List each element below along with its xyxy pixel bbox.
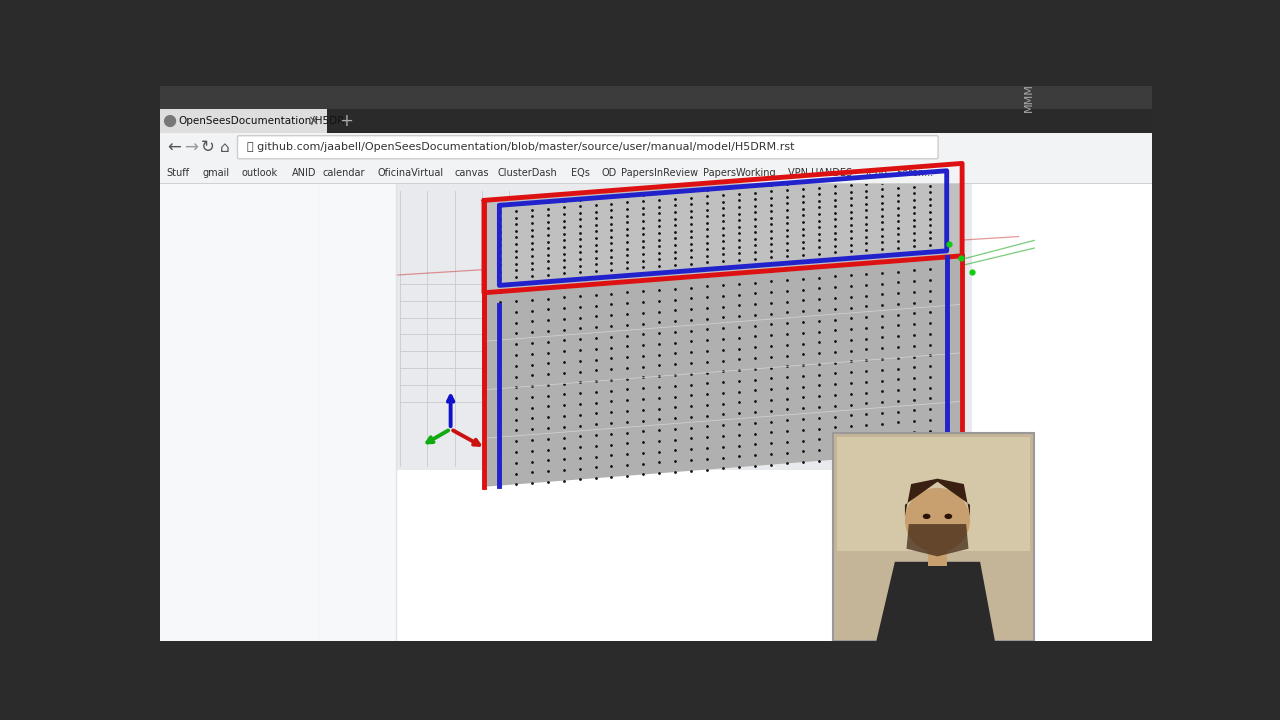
Text: ↻: ↻ [201, 138, 215, 156]
Text: gmail: gmail [202, 168, 229, 178]
Bar [160, 109, 326, 132]
Ellipse shape [945, 513, 952, 519]
Text: $m^3$...: $m^3$... [744, 475, 772, 492]
Bar [833, 433, 1034, 641]
Bar [837, 437, 1030, 551]
Text: •: • [403, 533, 411, 548]
Bar [160, 109, 1152, 132]
Text: Seren...: Seren... [896, 168, 933, 178]
Text: EQs: EQs [571, 168, 590, 178]
Text: OpenSeesDocumentation/H5DR: OpenSeesDocumentation/H5DR [179, 116, 344, 126]
Text: ClusterDash: ClusterDash [497, 168, 557, 178]
Text: complete FEM model and DRM dataset.: complete FEM model and DRM dataset. [412, 495, 667, 508]
Bar [928, 541, 947, 566]
Text: Stuff: Stuff [166, 168, 189, 178]
Circle shape [165, 116, 175, 127]
Text: ×: × [307, 114, 319, 128]
Text: Local site conditions are: Local site conditions are [412, 475, 572, 488]
Polygon shape [484, 256, 963, 487]
Text: •: • [403, 495, 411, 510]
Circle shape [905, 488, 970, 552]
Text: VPN UANDES: VPN UANDES [787, 168, 852, 178]
Text: PapersWorking: PapersWorking [703, 168, 776, 178]
Bar [160, 86, 1152, 109]
Bar [397, 184, 973, 470]
Text: $,\ \nu = 0.25\ ,\ \rho = 2000\ \frac{kg}{m}$: $,\ \nu = 0.25\ ,\ \rho = 2000\ \frac{kg… [593, 475, 730, 497]
Text: OD: OD [602, 168, 617, 178]
Bar [319, 184, 397, 641]
Text: →: → [184, 138, 198, 156]
Text: outlook: outlook [242, 168, 278, 178]
Text: •: • [403, 514, 411, 528]
Text: canvas: canvas [454, 168, 489, 178]
Text: Motions generated with ShakerMaker with this python script:: Motions generated with ShakerMaker with … [412, 514, 797, 527]
Text: santiago1.zip: santiago1.zip [626, 533, 709, 546]
Text: MMM: MMM [1024, 84, 1034, 112]
Bar [319, 184, 1152, 641]
Text: PapersInReview: PapersInReview [621, 168, 699, 178]
Polygon shape [905, 479, 970, 516]
Text: •: • [403, 475, 411, 490]
FancyBboxPatch shape [238, 135, 938, 159]
Text: +: + [339, 112, 353, 130]
Bar [160, 162, 1152, 184]
Text: ⌂: ⌂ [220, 140, 230, 155]
Text: $V_s = 200\ \frac{m}{s}$: $V_s = 200\ \frac{m}{s}$ [524, 475, 586, 493]
Text: OficinaVirtual: OficinaVirtual [378, 168, 443, 178]
Bar [160, 132, 1152, 162]
Text: repo: repo [865, 168, 887, 178]
Text: drm-example-santiago-1.p: drm-example-santiago-1.p [698, 514, 863, 527]
Polygon shape [876, 562, 996, 644]
Ellipse shape [923, 513, 931, 519]
Bar [160, 184, 319, 641]
Text: ←: ← [166, 138, 180, 156]
Text: ANID: ANID [292, 168, 316, 178]
Polygon shape [906, 524, 969, 557]
Text: H5DRM dataset can be downloaded from here:: H5DRM dataset can be downloaded from her… [412, 533, 710, 546]
Text: calendar: calendar [323, 168, 365, 178]
Text: 🔒 github.com/jaabell/OpenSeesDocumentation/blob/master/source/user/manual/model/: 🔒 github.com/jaabell/OpenSeesDocumentati… [247, 143, 795, 152]
Polygon shape [484, 163, 963, 293]
